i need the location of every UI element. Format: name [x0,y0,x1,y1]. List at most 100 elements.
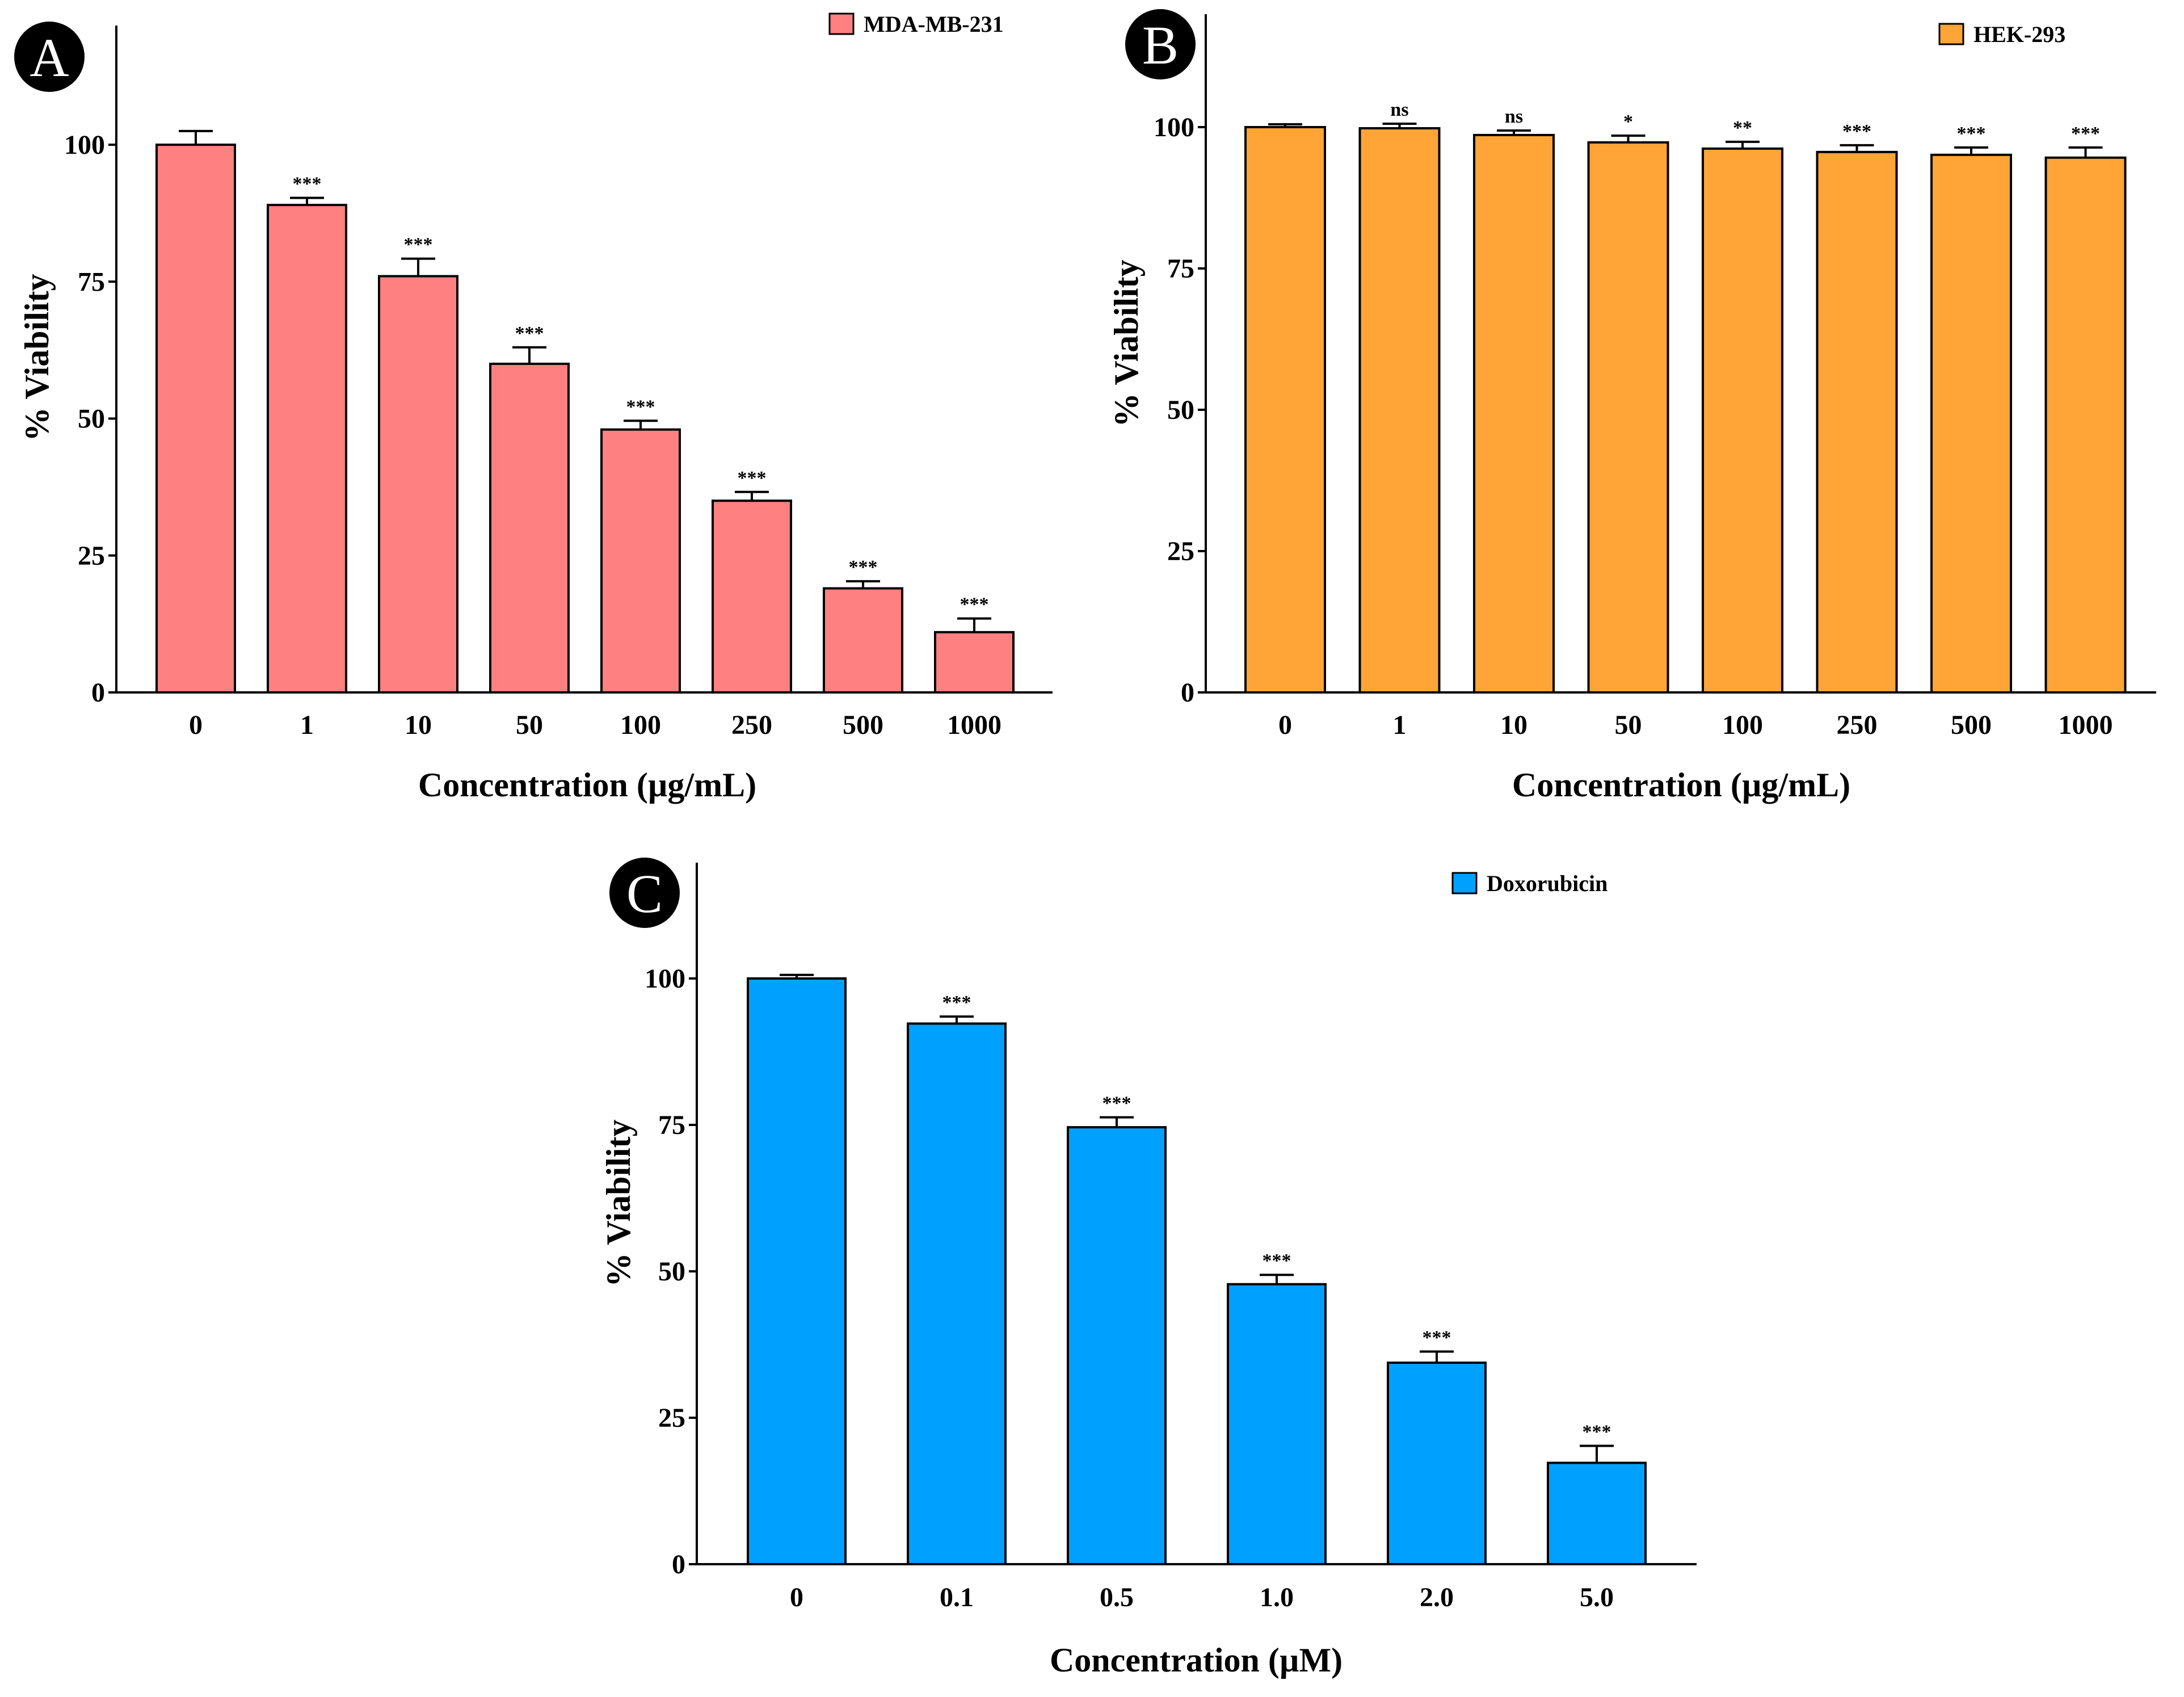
y-tick-label: 25 [658,1403,685,1433]
panel-a: 02550751000***1***10***50***100***250***… [14,11,1053,804]
bar [1547,1461,1647,1566]
y-tick-label: 100 [64,130,105,160]
bar [907,1022,1007,1565]
x-tick-label: 500 [843,710,883,740]
significance-label: *** [293,174,322,195]
x-tick-label: 1 [1393,710,1407,740]
bar [1816,150,1898,694]
x-tick-label: 0.5 [1100,1582,1134,1612]
x-tick-label: 0 [1278,710,1292,740]
x-tick-label: 1 [300,710,314,740]
panel-badge [609,858,680,928]
bar [600,428,681,694]
significance-label: *** [1842,121,1871,142]
significance-label: *** [1583,1422,1611,1443]
x-tick-label: 1.0 [1260,1582,1294,1612]
panel-c: 0 25 50 75 100 0 *** 0.1 *** 0.5 *** 1.0 *** 2.0 *** 5.… [600,858,1697,1679]
significance-label: *** [404,234,433,255]
significance-label: *** [2071,123,2100,144]
legend-swatch [828,12,855,35]
x-tick-label: 10 [1500,710,1527,740]
significance-label: *** [738,468,767,489]
x-axis-title: Concentration (µg/mL) [1512,766,1850,804]
bar [155,144,236,694]
panel-badge [1125,9,1196,79]
bar [934,631,1015,694]
x-tick-label: 0 [189,710,203,740]
y-tick-label: 0 [672,1549,685,1580]
bar [1244,126,1326,694]
bar [2044,156,2127,694]
significance-label: *** [515,323,544,344]
y-tick-label: 50 [78,404,105,434]
legend-label: MDA-MB-231 [864,11,1004,37]
x-tick-label: 250 [731,710,772,740]
y-tick-label: 0 [91,678,105,708]
significance-label: *** [1423,1327,1451,1348]
y-tick-label: 100 [1154,112,1194,142]
x-tick-label: 10 [405,710,432,740]
bar [1702,147,1783,694]
bar [747,977,847,1565]
y-tick-label: 75 [78,267,105,297]
bar [1358,127,1441,694]
y-axis-title: % Viability [600,1119,637,1287]
x-tick-label: 250 [1837,710,1878,740]
y-axis-title: % Viability [1108,259,1145,427]
legend-label: Doxorubicin [1487,871,1608,896]
bar [712,499,792,694]
panel-letter: A [30,27,69,88]
x-tick-label: 0.1 [940,1582,974,1612]
y-tick-label: 50 [658,1257,685,1287]
panel-b: 02550751000ns1ns10*50**100***250***500**… [1108,9,2156,804]
panel-badge [14,22,85,92]
x-tick-label: 1000 [947,710,1001,740]
significance-label: *** [849,557,878,578]
bar [1930,153,2012,694]
bar [1227,1283,1327,1566]
panel-letter: B [1142,15,1179,75]
x-axis-title: Concentration (µg/mL) [418,766,756,804]
bar [1387,1361,1487,1565]
panel-letter: C [626,863,663,924]
x-tick-label: 50 [516,710,543,740]
x-tick-label: 5.0 [1580,1582,1614,1612]
x-tick-label: 500 [1951,710,1992,740]
x-tick-label: 0 [790,1582,803,1612]
legend-label: HEK-293 [1973,22,2065,47]
bar [378,275,458,694]
x-tick-label: 100 [620,710,661,740]
bar [823,587,903,694]
bar [489,363,570,694]
significance-label: ns [1505,106,1523,127]
y-tick-label: 75 [1167,254,1194,284]
legend-swatch [1451,872,1478,894]
significance-label: *** [1957,123,1986,144]
y-tick-label: 0 [1181,678,1194,708]
significance-label: *** [626,396,655,417]
significance-label: *** [1263,1250,1291,1271]
x-axis-title: Concentration (µM) [1050,1641,1343,1679]
x-tick-label: 2.0 [1420,1582,1454,1612]
x-tick-label: 100 [1722,710,1763,740]
significance-label: ** [1733,117,1752,138]
y-axis-title: % Viability [18,274,56,441]
y-tick-label: 75 [658,1110,685,1140]
significance-label: * [1623,111,1633,132]
legend-swatch [1938,23,1964,45]
y-tick-label: 100 [645,964,685,994]
significance-label: *** [1102,1093,1131,1114]
significance-label: *** [942,992,971,1013]
bar [1067,1126,1167,1566]
significance-label: *** [960,594,989,615]
bar [267,204,347,694]
y-tick-label: 50 [1167,395,1194,425]
y-tick-label: 25 [1167,536,1194,566]
bar [1587,141,1669,694]
x-tick-label: 50 [1615,710,1642,740]
bar [1473,133,1555,694]
significance-label: ns [1390,99,1408,120]
x-tick-label: 1000 [2059,710,2113,740]
y-tick-label: 25 [78,541,105,571]
